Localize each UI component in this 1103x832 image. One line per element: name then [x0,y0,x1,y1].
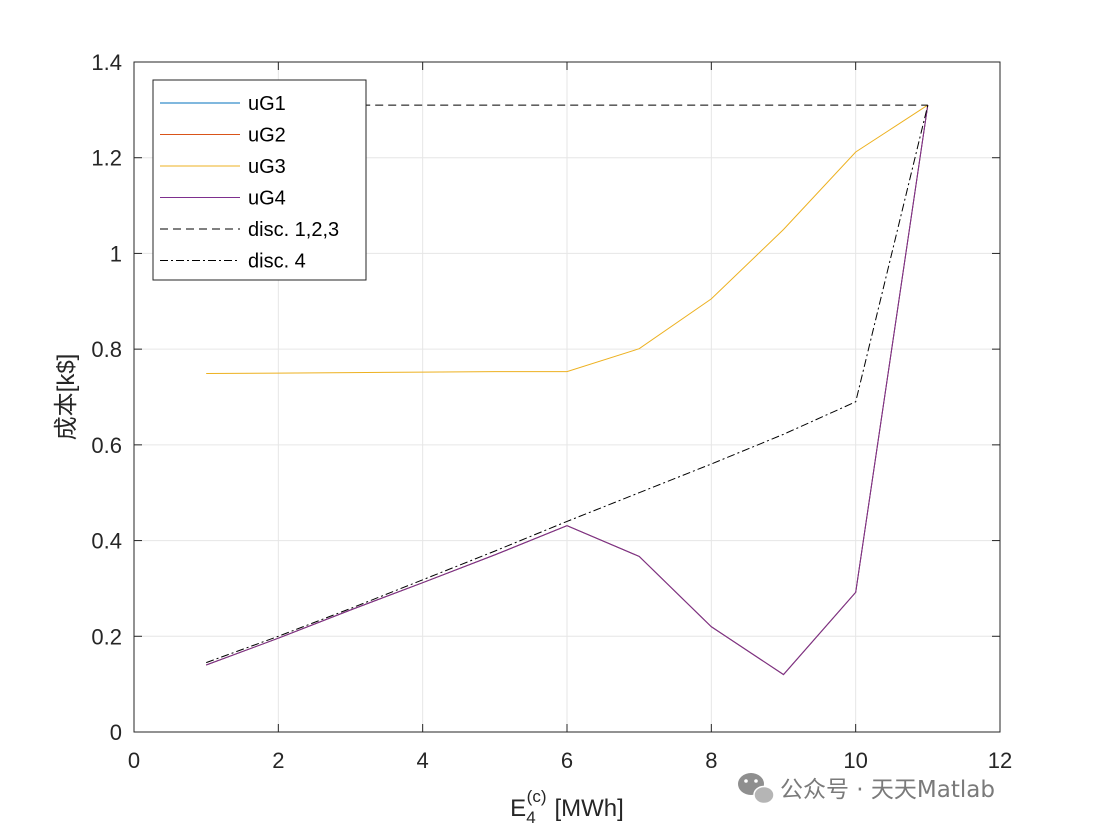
y-tick-label: 0.2 [91,624,122,649]
x-tick-label: 2 [272,748,284,773]
watermark: 公众号 · 天天Matlab [738,773,995,805]
legend-box [152,79,367,281]
legend-label: uG2 [248,125,286,147]
wechat-icon [738,773,775,805]
series-line-ug3 [206,104,929,374]
watermark-text: 公众号 · 天天Matlab [780,777,995,803]
legend-label: uG4 [248,188,286,210]
y-tick-label: 0.8 [91,337,122,362]
y-tick-label: 0 [110,720,122,745]
y-tick-label: 1.2 [91,146,122,171]
x-tick-labels: 0 2 4 6 8 10 12 [128,748,1012,773]
series-line-ug4 [206,105,929,676]
x-tick-label: 6 [561,748,573,773]
x-tick-label: 10 [843,748,867,773]
data-series [206,104,929,676]
x-tick-label: 12 [988,748,1012,773]
x-tick-label: 4 [417,748,429,773]
y-axis-label: 成本[k$] [53,354,80,441]
legend-label: uG1 [248,93,286,115]
tick-marks [133,61,1001,733]
x-axis-label: E4(c) [MWh] [510,787,624,827]
legend-label: disc. 4 [248,251,306,273]
legend: uG1 uG2 uG3 uG4 disc. 1,2,3 disc. 4 [152,79,367,281]
x-tick-label: 8 [705,748,717,773]
y-tick-label: 1.4 [91,50,122,75]
legend-label: uG3 [248,156,286,178]
x-tick-label: 0 [128,748,140,773]
y-tick-labels: 0 0.2 0.4 0.6 0.8 1 1.2 1.4 [91,50,122,745]
y-tick-label: 1 [110,241,122,266]
y-tick-label: 0.4 [91,529,122,554]
y-tick-label: 0.6 [91,433,122,458]
series-line-disc-4 [206,104,929,664]
legend-label: disc. 1,2,3 [248,219,339,241]
